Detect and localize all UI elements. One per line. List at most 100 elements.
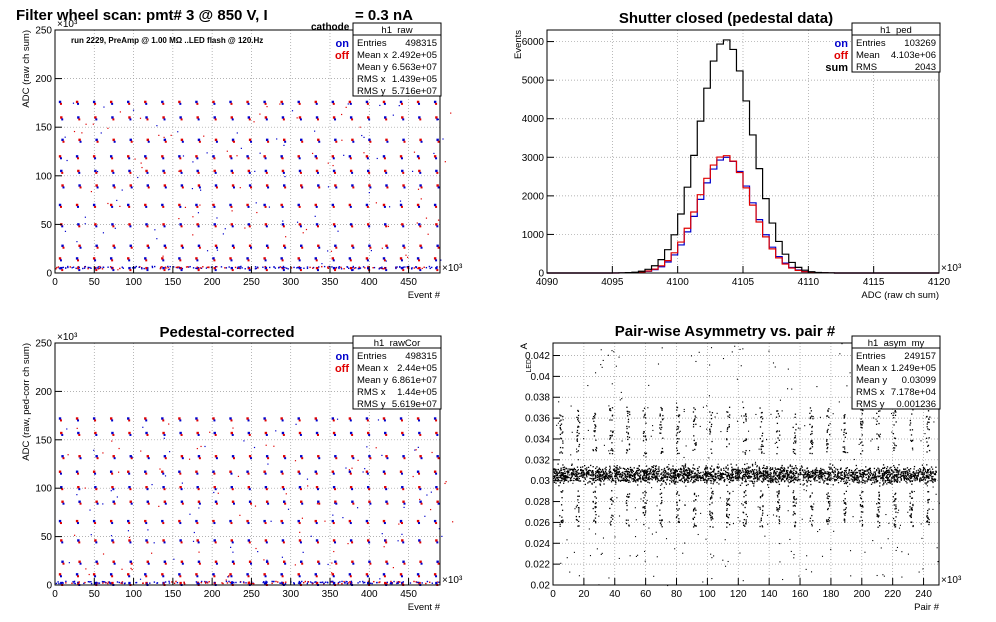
data-point [630, 469, 632, 471]
data-point [662, 477, 664, 479]
x-tick-label: 250 [243, 277, 260, 288]
data-point [197, 500, 201, 503]
data-point [419, 118, 422, 121]
data-point [576, 416, 578, 419]
data-point [197, 184, 201, 187]
data-point [198, 267, 200, 270]
data-point [819, 472, 821, 474]
data-point [599, 475, 601, 477]
data-point [818, 477, 820, 479]
stats-label: RMS x [357, 387, 386, 398]
data-point [786, 470, 788, 472]
data-point [645, 438, 647, 440]
data-point [829, 463, 831, 465]
data-point [247, 102, 250, 105]
data-point [77, 116, 80, 119]
data-point [627, 418, 630, 421]
data-point [314, 519, 317, 523]
data-point [440, 259, 442, 261]
data-point [96, 186, 99, 189]
data-point [569, 468, 571, 470]
data-point [910, 474, 912, 476]
data-point [279, 582, 281, 584]
data-point [562, 472, 565, 474]
data-point [727, 464, 729, 466]
data-point [587, 482, 589, 484]
data-point [300, 267, 302, 269]
data-point [877, 467, 879, 469]
data-point [699, 474, 701, 477]
data-point [56, 266, 58, 269]
data-point [823, 480, 825, 483]
data-point [197, 118, 200, 121]
data-point [419, 488, 422, 491]
data-point [130, 457, 133, 460]
data-point [628, 426, 630, 428]
data-point [280, 582, 282, 584]
data-point [392, 114, 394, 116]
data-point [628, 448, 631, 450]
data-point [826, 478, 828, 481]
data-point [668, 468, 670, 471]
data-point [400, 419, 403, 422]
data-point [911, 473, 913, 476]
data-point [573, 467, 575, 470]
data-point [828, 475, 830, 477]
data-point [332, 472, 335, 475]
data-point [805, 470, 807, 473]
data-point [873, 471, 875, 473]
data-point [75, 100, 79, 104]
data-point [727, 516, 729, 518]
data-point [58, 203, 62, 207]
data-point [609, 438, 611, 440]
data-point [882, 477, 884, 479]
data-point [926, 482, 928, 484]
data-point [230, 431, 233, 435]
data-point [609, 498, 612, 500]
data-point [281, 419, 284, 422]
data-point [894, 468, 896, 471]
data-point [559, 481, 561, 484]
data-point [92, 519, 96, 523]
data-point [897, 473, 900, 475]
data-point [789, 465, 791, 467]
data-point [297, 257, 300, 260]
data-point [316, 503, 319, 505]
data-point [730, 463, 732, 465]
data-point [716, 475, 719, 477]
data-point [744, 477, 746, 479]
stats-label: RMS y [357, 86, 386, 97]
data-point [627, 433, 630, 435]
data-point [840, 473, 842, 475]
data-point [596, 479, 599, 481]
data-point [161, 257, 164, 260]
data-point [118, 471, 120, 473]
data-point [386, 457, 389, 460]
data-point [571, 474, 573, 477]
data-point [582, 475, 584, 477]
data-point [589, 481, 591, 483]
data-point [875, 478, 877, 481]
data-point [559, 427, 562, 430]
data-point [614, 475, 616, 477]
data-point [402, 184, 405, 187]
data-point [183, 582, 185, 584]
data-point [399, 100, 403, 104]
data-point [385, 455, 388, 458]
data-point [384, 581, 387, 585]
data-point [162, 255, 164, 257]
data-point [315, 431, 319, 435]
data-point [62, 246, 65, 249]
data-point [95, 541, 98, 544]
data-point [436, 455, 439, 458]
data-point [678, 421, 680, 423]
data-point [571, 468, 573, 471]
data-point [892, 470, 894, 472]
data-point [725, 471, 727, 474]
data-point [247, 169, 251, 173]
data-point [639, 478, 642, 480]
data-point [754, 469, 756, 471]
data-point [644, 417, 647, 419]
data-point [327, 186, 330, 188]
data-point [64, 136, 66, 138]
